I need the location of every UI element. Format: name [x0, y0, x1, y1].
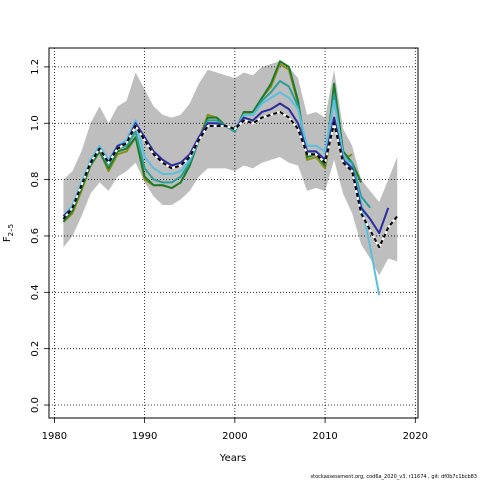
y-axis-label-subscript: 2–5 [7, 224, 15, 236]
y-tick-label: 1.0 [30, 115, 41, 131]
x-axis-label: Years [219, 453, 246, 464]
x-tick-label: 2010 [312, 431, 337, 442]
y-tick-label: 0.8 [30, 172, 41, 188]
footnote: stockassessment.org, cod6a_2020_v3, r116… [311, 474, 477, 480]
y-axis-label-main: F [2, 236, 13, 242]
y-tick-label: 1.2 [30, 59, 41, 75]
y-tick-label: 0.0 [30, 397, 41, 413]
x-tick-label: 2020 [403, 431, 428, 442]
confidence-band [63, 61, 398, 276]
x-tick-label: 1980 [42, 431, 67, 442]
x-tick-label: 1990 [132, 431, 157, 442]
y-axis-label: F2–5 [2, 224, 15, 242]
line [62, 60, 363, 223]
line [62, 110, 399, 249]
y-tick-label: 0.2 [30, 341, 41, 357]
y-tick-label: 0.6 [30, 228, 41, 244]
y-tick-label: 0.4 [30, 284, 41, 300]
x-tick-label: 2000 [222, 431, 247, 442]
plot-frame [48, 47, 419, 419]
